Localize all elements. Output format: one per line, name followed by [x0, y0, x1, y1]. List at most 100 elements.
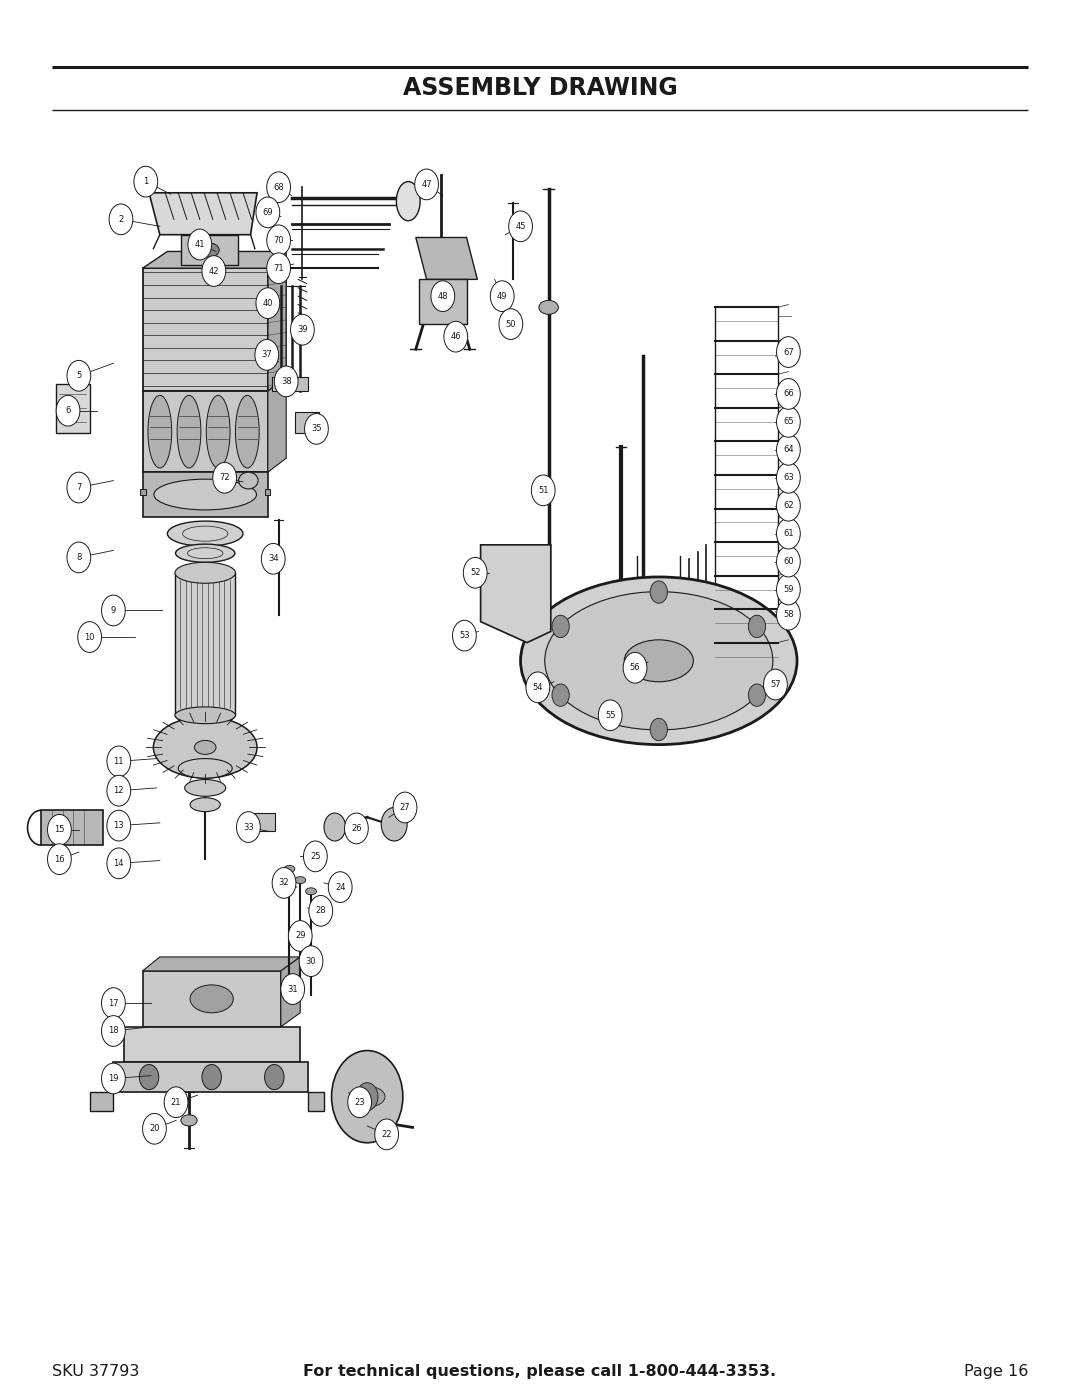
Polygon shape	[254, 813, 275, 831]
Text: 54: 54	[532, 683, 543, 692]
Text: 38: 38	[281, 377, 292, 386]
Text: 8: 8	[77, 553, 81, 562]
Circle shape	[143, 1113, 166, 1144]
Circle shape	[415, 169, 438, 200]
Text: 70: 70	[273, 236, 284, 244]
Circle shape	[531, 475, 555, 506]
Circle shape	[56, 395, 80, 426]
Text: 62: 62	[783, 502, 794, 510]
Text: 2: 2	[119, 215, 123, 224]
Circle shape	[463, 557, 487, 588]
Polygon shape	[268, 251, 286, 391]
Ellipse shape	[167, 521, 243, 546]
Text: 13: 13	[113, 821, 124, 830]
Text: 64: 64	[783, 446, 794, 454]
Circle shape	[107, 810, 131, 841]
Text: ASSEMBLY DRAWING: ASSEMBLY DRAWING	[403, 75, 677, 101]
Polygon shape	[56, 384, 90, 433]
Text: 34: 34	[268, 555, 279, 563]
Text: 10: 10	[84, 633, 95, 641]
Circle shape	[381, 807, 407, 841]
Text: 56: 56	[630, 664, 640, 672]
Text: 61: 61	[783, 529, 794, 538]
Text: 17: 17	[108, 999, 119, 1007]
Circle shape	[48, 814, 71, 845]
Circle shape	[267, 172, 291, 203]
Text: 66: 66	[783, 390, 794, 398]
Text: 45: 45	[515, 222, 526, 231]
Circle shape	[324, 813, 346, 841]
Circle shape	[777, 599, 800, 630]
Text: 32: 32	[279, 879, 289, 887]
Polygon shape	[113, 1062, 308, 1092]
Ellipse shape	[306, 888, 316, 895]
Polygon shape	[481, 545, 551, 643]
Text: 58: 58	[783, 610, 794, 619]
Text: 6: 6	[66, 407, 70, 415]
Circle shape	[67, 472, 91, 503]
Polygon shape	[265, 489, 270, 495]
Text: 47: 47	[421, 180, 432, 189]
Ellipse shape	[194, 740, 216, 754]
Circle shape	[237, 812, 260, 842]
Ellipse shape	[206, 395, 230, 468]
Circle shape	[78, 622, 102, 652]
Circle shape	[764, 669, 787, 700]
Circle shape	[265, 1065, 284, 1090]
Text: 39: 39	[297, 326, 308, 334]
Text: 49: 49	[497, 292, 508, 300]
Circle shape	[202, 1065, 221, 1090]
Circle shape	[499, 309, 523, 339]
Circle shape	[356, 1083, 378, 1111]
Ellipse shape	[396, 182, 420, 221]
Circle shape	[202, 256, 226, 286]
Circle shape	[777, 407, 800, 437]
Circle shape	[139, 1065, 159, 1090]
Circle shape	[102, 1016, 125, 1046]
Text: 21: 21	[171, 1098, 181, 1106]
Circle shape	[291, 314, 314, 345]
Ellipse shape	[200, 243, 219, 257]
Ellipse shape	[153, 479, 257, 510]
Ellipse shape	[539, 300, 558, 314]
Circle shape	[107, 848, 131, 879]
Ellipse shape	[239, 472, 258, 489]
Circle shape	[164, 1087, 188, 1118]
Circle shape	[102, 1063, 125, 1094]
Text: 25: 25	[310, 852, 321, 861]
Text: 35: 35	[311, 425, 322, 433]
Circle shape	[444, 321, 468, 352]
Circle shape	[777, 490, 800, 521]
Circle shape	[134, 166, 158, 197]
Circle shape	[332, 1051, 403, 1143]
Polygon shape	[181, 235, 238, 265]
Text: 60: 60	[783, 557, 794, 566]
Circle shape	[748, 685, 766, 707]
Text: 69: 69	[262, 208, 273, 217]
Ellipse shape	[185, 780, 226, 796]
Circle shape	[303, 841, 327, 872]
Ellipse shape	[624, 640, 693, 682]
Circle shape	[777, 379, 800, 409]
Circle shape	[102, 595, 125, 626]
Ellipse shape	[177, 395, 201, 468]
Circle shape	[305, 414, 328, 444]
Ellipse shape	[181, 1115, 197, 1126]
Polygon shape	[416, 237, 477, 279]
Circle shape	[393, 792, 417, 823]
Polygon shape	[143, 957, 300, 971]
Circle shape	[777, 518, 800, 549]
Circle shape	[777, 434, 800, 465]
Text: 72: 72	[219, 474, 230, 482]
Circle shape	[748, 615, 766, 637]
Text: 15: 15	[54, 826, 65, 834]
Text: 42: 42	[208, 267, 219, 275]
Ellipse shape	[295, 877, 306, 884]
Text: 41: 41	[194, 240, 205, 249]
Text: 52: 52	[470, 569, 481, 577]
Circle shape	[348, 1087, 372, 1118]
Text: 11: 11	[113, 757, 124, 766]
Text: 46: 46	[450, 332, 461, 341]
Text: 57: 57	[770, 680, 781, 689]
Circle shape	[267, 253, 291, 284]
